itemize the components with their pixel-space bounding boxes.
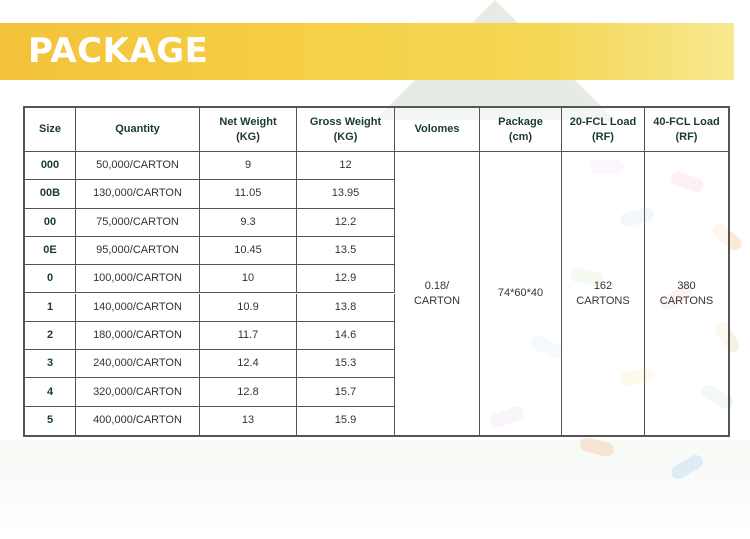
row-gross-weight: 14.6: [297, 321, 395, 351]
row-gross-weight: 12.2: [297, 208, 395, 237]
row-net-weight: 9: [200, 152, 297, 181]
row-size: 5: [25, 406, 76, 435]
row-quantity: 50,000/CARTON: [76, 152, 200, 181]
row-quantity: 180,000/CARTON: [76, 321, 200, 351]
row-net-weight: 12.8: [200, 378, 297, 407]
row-gross-weight: 13.5: [297, 236, 395, 266]
row-net-weight: 10.9: [200, 293, 297, 322]
row-net-weight: 13: [200, 406, 297, 435]
row-gross-weight: 12: [297, 152, 395, 181]
header-volumes: Volomes: [395, 108, 480, 152]
row-gross-weight: 15.3: [297, 350, 395, 379]
row-quantity: 140,000/CARTON: [76, 293, 200, 322]
row-quantity: 75,000/CARTON: [76, 208, 200, 237]
row-net-weight: 11.7: [200, 321, 297, 351]
package-banner: PACKAGE: [0, 23, 734, 80]
row-gross-weight: 15.9: [297, 406, 395, 435]
row-net-weight: 11.05: [200, 180, 297, 209]
package-table: Size Quantity Net Weight (KG) Gross Weight (K…: [23, 106, 730, 437]
merged-package: 74*60*40: [480, 152, 562, 435]
header-gross-weight: Gross Weight (KG): [297, 108, 395, 152]
background-fade: [0, 440, 750, 539]
row-net-weight: 9.3: [200, 208, 297, 237]
row-quantity: 240,000/CARTON: [76, 350, 200, 379]
row-quantity: 100,000/CARTON: [76, 265, 200, 294]
row-size: 3: [25, 350, 76, 379]
row-gross-weight: 12.9: [297, 265, 395, 294]
page-title: PACKAGE: [28, 31, 209, 71]
row-net-weight: 10.45: [200, 236, 297, 266]
row-quantity: 320,000/CARTON: [76, 378, 200, 407]
header-40fcl-load: 40-FCL Load (RF): [645, 108, 728, 152]
row-size: 2: [25, 321, 76, 351]
row-gross-weight: 15.7: [297, 378, 395, 407]
row-quantity: 95,000/CARTON: [76, 236, 200, 266]
header-20fcl-load: 20-FCL Load (RF): [562, 108, 645, 152]
merged-volumes: 0.18/CARTON: [395, 152, 480, 435]
row-net-weight: 12.4: [200, 350, 297, 379]
header-package: Package (cm): [480, 108, 562, 152]
header-net-weight: Net Weight (KG): [200, 108, 297, 152]
row-gross-weight: 13.95: [297, 180, 395, 209]
row-size: 1: [25, 293, 76, 322]
row-size: 00: [25, 208, 76, 237]
row-size: 4: [25, 378, 76, 407]
row-size: 0: [25, 265, 76, 294]
row-gross-weight: 13.8: [297, 293, 395, 322]
header-size: Size: [25, 108, 76, 152]
row-size: 0E: [25, 236, 76, 266]
merged-20fcl-load: 162 CARTONS: [562, 152, 645, 435]
row-net-weight: 10: [200, 265, 297, 294]
row-size: 000: [25, 152, 76, 181]
row-quantity: 400,000/CARTON: [76, 406, 200, 435]
row-quantity: 130,000/CARTON: [76, 180, 200, 209]
merged-40fcl-load: 380 CARTONS: [659, 279, 714, 307]
header-quantity: Quantity: [76, 108, 200, 152]
row-size: 00B: [25, 180, 76, 209]
